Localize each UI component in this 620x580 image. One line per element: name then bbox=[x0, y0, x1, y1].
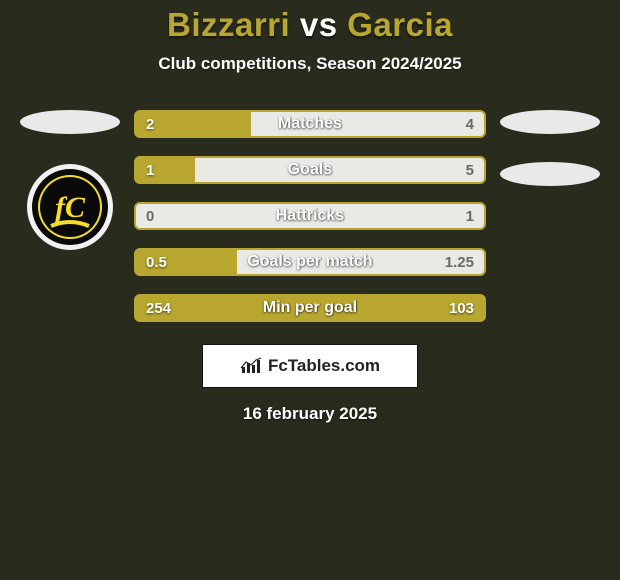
snapshot-date: 16 february 2025 bbox=[0, 404, 620, 424]
stat-bars: 24Matches 15Goals 01Hattricks 0.51.25Goals … bbox=[130, 110, 490, 340]
player1-club-logo: fC bbox=[27, 164, 113, 250]
comparison-title: Bizzarri vs Garcia bbox=[0, 6, 620, 44]
right-side-column bbox=[490, 110, 610, 340]
chart-icon bbox=[240, 357, 262, 375]
subtitle: Club competitions, Season 2024/2025 bbox=[0, 54, 620, 74]
vs-label: vs bbox=[300, 6, 338, 43]
svg-text:fC: fC bbox=[55, 191, 86, 224]
main-area: fC 24Matches 15Goals 01Hattricks 0.51.25Goa… bbox=[0, 110, 620, 340]
stat-row: 254103Min per goal bbox=[134, 294, 486, 322]
player2-badge-placeholder-2 bbox=[500, 162, 600, 186]
stat-row: 0.51.25Goals per match bbox=[134, 248, 486, 276]
watermark[interactable]: FcTables.com bbox=[202, 344, 418, 388]
club-logo-icon: fC bbox=[31, 168, 109, 246]
stat-label: Matches bbox=[136, 112, 484, 136]
player1-badge-placeholder bbox=[20, 110, 120, 134]
player1-name: Bizzarri bbox=[167, 6, 290, 43]
comparison-card: Bizzarri vs Garcia Club competitions, Se… bbox=[0, 0, 620, 424]
stat-label: Goals per match bbox=[136, 250, 484, 274]
stat-label: Hattricks bbox=[136, 204, 484, 228]
stat-row: 24Matches bbox=[134, 110, 486, 138]
stat-row: 01Hattricks bbox=[134, 202, 486, 230]
player2-name: Garcia bbox=[347, 6, 453, 43]
watermark-text: FcTables.com bbox=[268, 356, 380, 376]
stat-row: 15Goals bbox=[134, 156, 486, 184]
stat-label: Goals bbox=[136, 158, 484, 182]
stat-label: Min per goal bbox=[136, 296, 484, 320]
player2-badge-placeholder-1 bbox=[500, 110, 600, 134]
left-side-column: fC bbox=[10, 110, 130, 340]
